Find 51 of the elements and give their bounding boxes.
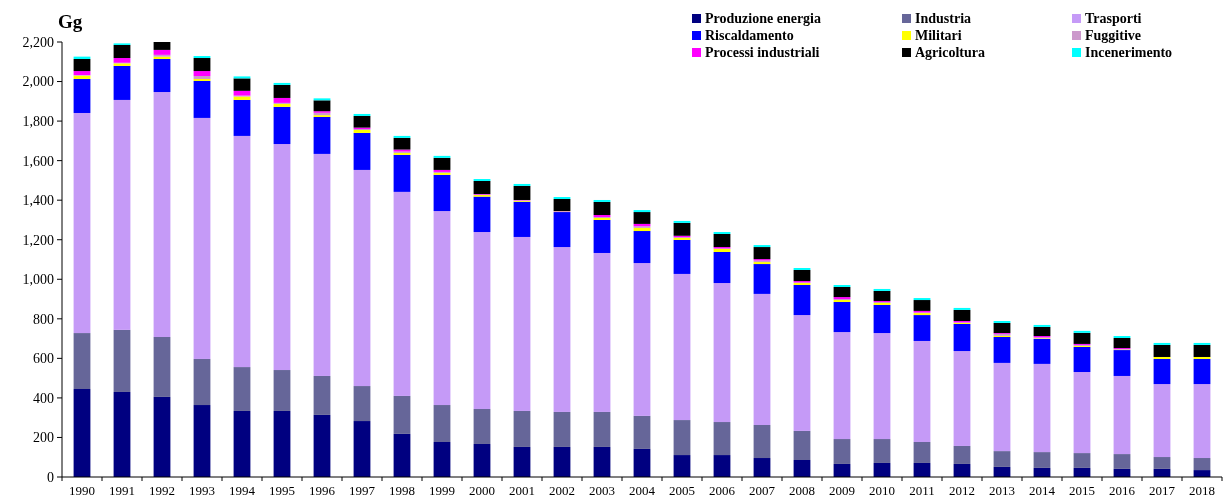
x-tick-label: 1990 bbox=[69, 483, 95, 498]
legend-label: Militari bbox=[915, 28, 962, 43]
x-tick-label: 1998 bbox=[389, 483, 415, 498]
x-tick-label: 2011 bbox=[909, 483, 935, 498]
x-tick-label: 1996 bbox=[309, 483, 336, 498]
x-tick-label: 2015 bbox=[1069, 483, 1095, 498]
x-tick-label: 1997 bbox=[349, 483, 376, 498]
x-tick-label: 2001 bbox=[509, 483, 535, 498]
y-tick-label: 1,200 bbox=[22, 232, 54, 248]
x-tick-label: 2000 bbox=[469, 483, 495, 498]
y-tick-label: 1,600 bbox=[22, 153, 54, 169]
x-tick-label: 2003 bbox=[589, 483, 615, 498]
x-tick-label: 2013 bbox=[989, 483, 1015, 498]
legend-label: Trasporti bbox=[1085, 11, 1142, 26]
x-tick-label: 2006 bbox=[709, 483, 736, 498]
x-tick-label: 2012 bbox=[949, 483, 975, 498]
legend-label: Riscaldamento bbox=[705, 28, 794, 43]
x-tick-label: 1993 bbox=[189, 483, 215, 498]
y-tick-label: 1,000 bbox=[22, 272, 54, 288]
x-tick-label: 1995 bbox=[269, 483, 295, 498]
y-tick-label: 0 bbox=[47, 469, 54, 485]
x-tick-label: 2005 bbox=[669, 483, 695, 498]
x-tick-label: 2007 bbox=[749, 483, 776, 498]
legend-label: Incenerimento bbox=[1085, 45, 1173, 60]
y-tick-label: 2,000 bbox=[22, 74, 54, 90]
x-tick-label: 1991 bbox=[109, 483, 135, 498]
x-tick-label: 1994 bbox=[229, 483, 256, 498]
y-tick-label: 2,200 bbox=[22, 34, 54, 50]
x-tick-label: 2017 bbox=[1149, 483, 1176, 498]
y-tick-label: 1,400 bbox=[22, 193, 54, 209]
x-tick-label: 1992 bbox=[149, 483, 175, 498]
x-tick-label: 2004 bbox=[629, 483, 656, 498]
x-tick-label: 2002 bbox=[549, 483, 575, 498]
x-tick-label: 2010 bbox=[869, 483, 895, 498]
legend-label: Industria bbox=[915, 11, 972, 26]
y-tick-label: 1,800 bbox=[22, 113, 54, 129]
x-tick-label: 2009 bbox=[829, 483, 855, 498]
y-tick-label: 600 bbox=[33, 351, 54, 367]
legend-label: Produzione energia bbox=[705, 11, 822, 26]
y-axis-title: Gg bbox=[58, 11, 83, 32]
legend-label: Agricoltura bbox=[915, 45, 985, 60]
x-tick-label: 2018 bbox=[1189, 483, 1215, 498]
x-tick-label: 1999 bbox=[429, 483, 455, 498]
y-tick-label: 400 bbox=[33, 390, 54, 406]
x-tick-label: 2008 bbox=[789, 483, 815, 498]
legend-label: Processi industriali bbox=[705, 45, 820, 60]
x-tick-label: 2014 bbox=[1029, 483, 1056, 498]
x-tick-label: 2016 bbox=[1109, 483, 1136, 498]
y-tick-label: 800 bbox=[33, 311, 54, 327]
legend-label: Fuggitive bbox=[1085, 28, 1141, 43]
y-tick-label: 200 bbox=[33, 430, 54, 446]
